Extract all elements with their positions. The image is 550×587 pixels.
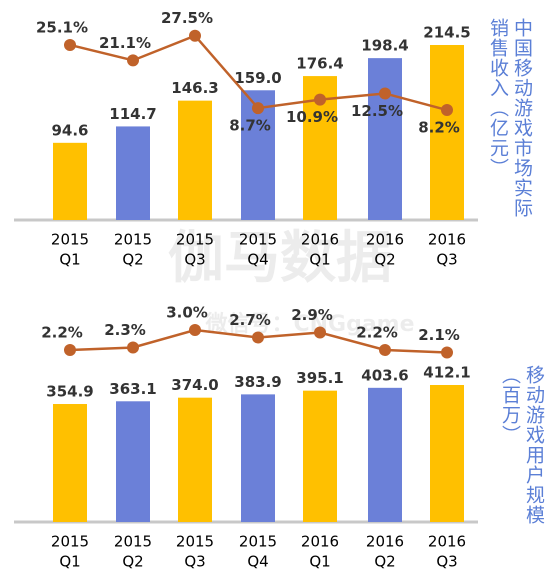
line-label: 3.0% bbox=[166, 304, 208, 322]
bar bbox=[116, 401, 150, 522]
x-tick-label: Q4 bbox=[247, 553, 268, 571]
x-tick-label: 2016 bbox=[301, 231, 339, 249]
line-point bbox=[252, 102, 264, 115]
line-point bbox=[379, 87, 391, 100]
line-label: 10.9% bbox=[286, 108, 338, 126]
bar-label: 395.1 bbox=[296, 369, 343, 387]
x-tick-label: 2016 bbox=[428, 533, 466, 551]
x-tick-label: Q3 bbox=[184, 251, 205, 269]
axis-title: 移动游戏用户规模（百万） bbox=[499, 365, 545, 525]
line-label: 2.9% bbox=[291, 306, 333, 324]
bar-label: 146.3 bbox=[171, 79, 218, 97]
x-tick-label: Q1 bbox=[59, 251, 80, 269]
x-tick-label: 2015 bbox=[176, 533, 214, 551]
line-point bbox=[441, 104, 453, 117]
x-tick-label: 2016 bbox=[301, 533, 339, 551]
line-label: 25.1% bbox=[36, 18, 88, 36]
line-label: 21.1% bbox=[99, 34, 151, 52]
x-tick-label: 2016 bbox=[366, 533, 404, 551]
x-tick-label: Q2 bbox=[122, 251, 143, 269]
line-point bbox=[314, 326, 326, 339]
bar-label: 159.0 bbox=[234, 69, 281, 87]
bar-label: 412.1 bbox=[423, 364, 470, 382]
x-tick-label: 2015 bbox=[114, 231, 152, 249]
axis-title: 中国移动游戏市场实际销售收入（亿元） bbox=[487, 18, 533, 218]
line-point bbox=[441, 346, 453, 359]
line-label: 27.5% bbox=[161, 9, 213, 27]
line-label: 2.2% bbox=[41, 324, 83, 342]
bar bbox=[178, 397, 212, 522]
bar bbox=[116, 126, 150, 220]
line-point bbox=[127, 54, 139, 67]
bar-label: 176.4 bbox=[296, 55, 343, 73]
bar bbox=[53, 404, 87, 522]
bar bbox=[178, 100, 212, 220]
bar-label: 198.4 bbox=[361, 37, 408, 55]
line-point bbox=[64, 38, 76, 51]
bar-label: 354.9 bbox=[46, 383, 93, 401]
x-tick-label: Q2 bbox=[374, 553, 395, 571]
x-tick-label: Q2 bbox=[374, 251, 395, 269]
line-point bbox=[189, 324, 201, 336]
x-tick-label: Q1 bbox=[59, 553, 80, 571]
bar-label: 403.6 bbox=[361, 366, 408, 384]
x-tick-label: 2015 bbox=[239, 533, 277, 551]
bar-label: 94.6 bbox=[51, 121, 88, 139]
x-tick-label: 2015 bbox=[51, 231, 89, 249]
x-tick-label: 2016 bbox=[428, 231, 466, 249]
x-tick-label: 2015 bbox=[176, 231, 214, 249]
line-label: 12.5% bbox=[351, 102, 403, 120]
bar bbox=[241, 394, 275, 522]
bar bbox=[303, 390, 337, 522]
line-label: 2.3% bbox=[104, 321, 146, 339]
bar-label: 363.1 bbox=[109, 380, 156, 398]
watermark: 伽马数据 bbox=[168, 226, 392, 291]
x-tick-label: Q1 bbox=[309, 251, 330, 269]
bar-label: 114.7 bbox=[109, 105, 156, 123]
bar-label: 383.9 bbox=[234, 373, 281, 391]
x-tick-label: Q3 bbox=[436, 553, 457, 571]
line-point bbox=[127, 341, 139, 354]
bar bbox=[53, 142, 87, 220]
bar bbox=[430, 45, 464, 220]
line-label: 2.7% bbox=[229, 311, 271, 329]
line-point bbox=[189, 29, 201, 42]
x-tick-label: 2015 bbox=[114, 533, 152, 551]
line-label: 8.2% bbox=[418, 119, 460, 137]
x-tick-label: Q3 bbox=[184, 553, 205, 571]
line-label: 8.7% bbox=[229, 117, 271, 135]
x-tick-label: 2015 bbox=[239, 231, 277, 249]
x-tick-label: Q3 bbox=[436, 251, 457, 269]
line-point bbox=[314, 93, 326, 106]
bar bbox=[368, 58, 402, 221]
bar bbox=[430, 385, 464, 522]
x-tick-label: 2015 bbox=[51, 533, 89, 551]
line-label: 2.1% bbox=[418, 326, 460, 344]
x-tick-label: 2016 bbox=[366, 231, 404, 249]
line-point bbox=[379, 344, 391, 356]
x-tick-label: Q2 bbox=[122, 553, 143, 571]
line-point bbox=[64, 344, 76, 356]
bar bbox=[368, 387, 402, 522]
x-tick-label: Q1 bbox=[309, 553, 330, 571]
bar-label: 374.0 bbox=[171, 376, 218, 394]
line-point bbox=[252, 331, 264, 344]
x-tick-label: Q4 bbox=[247, 251, 268, 269]
line-label: 2.2% bbox=[356, 324, 398, 342]
bar-label: 214.5 bbox=[423, 24, 470, 42]
